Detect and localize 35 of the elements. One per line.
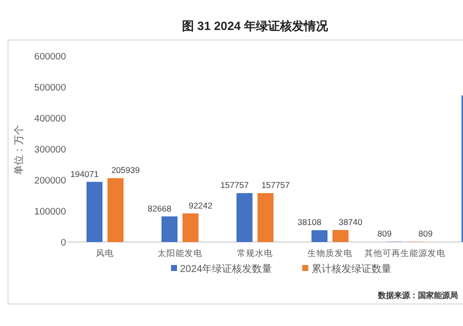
data-label: 205939 [111,165,140,176]
data-label: 194071 [70,168,99,179]
bar [236,193,252,242]
y-tick-label: 200000 [34,176,66,186]
data-label: 92242 [188,200,213,210]
bar [162,216,178,242]
x-tick-label: 风电 [96,248,114,258]
bar [108,178,124,242]
source-note: 数据来源：国家能源局 [377,290,458,300]
y-tick-label: 400000 [34,114,66,124]
chart-title: 图 31 2024 年绿证核发情况 [182,19,330,33]
data-label: 157757 [261,180,290,190]
bar [86,182,102,242]
x-tick-label: 常规水电 [237,248,273,258]
data-label: 38740 [338,216,363,227]
x-tick-label: 太阳能发电 [158,248,202,258]
y-tick-label: 500000 [34,82,66,94]
data-label: 38108 [298,217,322,228]
y-tick-label: 0 [60,238,66,248]
legend-label: 累计核发绿证数量 [311,263,392,275]
legend-label: 2024年绿证核发数量 [180,263,272,275]
x-tick-label: 生物质发电 [308,248,352,258]
bar [258,193,274,242]
data-label: 82668 [148,203,172,214]
data-label: 809 [377,228,392,239]
y-tick-label: 100000 [34,206,66,218]
data-label: 809 [418,228,433,239]
y-tick-label: 300000 [34,144,66,156]
x-tick-label: 其他可再生能源发电 [364,248,446,258]
data-label: 157757 [220,180,249,190]
bar [332,230,348,242]
bar [312,230,328,242]
y-tick-label: 600000 [34,52,66,62]
y-axis-title: 单位：万个 [13,125,25,175]
bar [182,213,198,242]
